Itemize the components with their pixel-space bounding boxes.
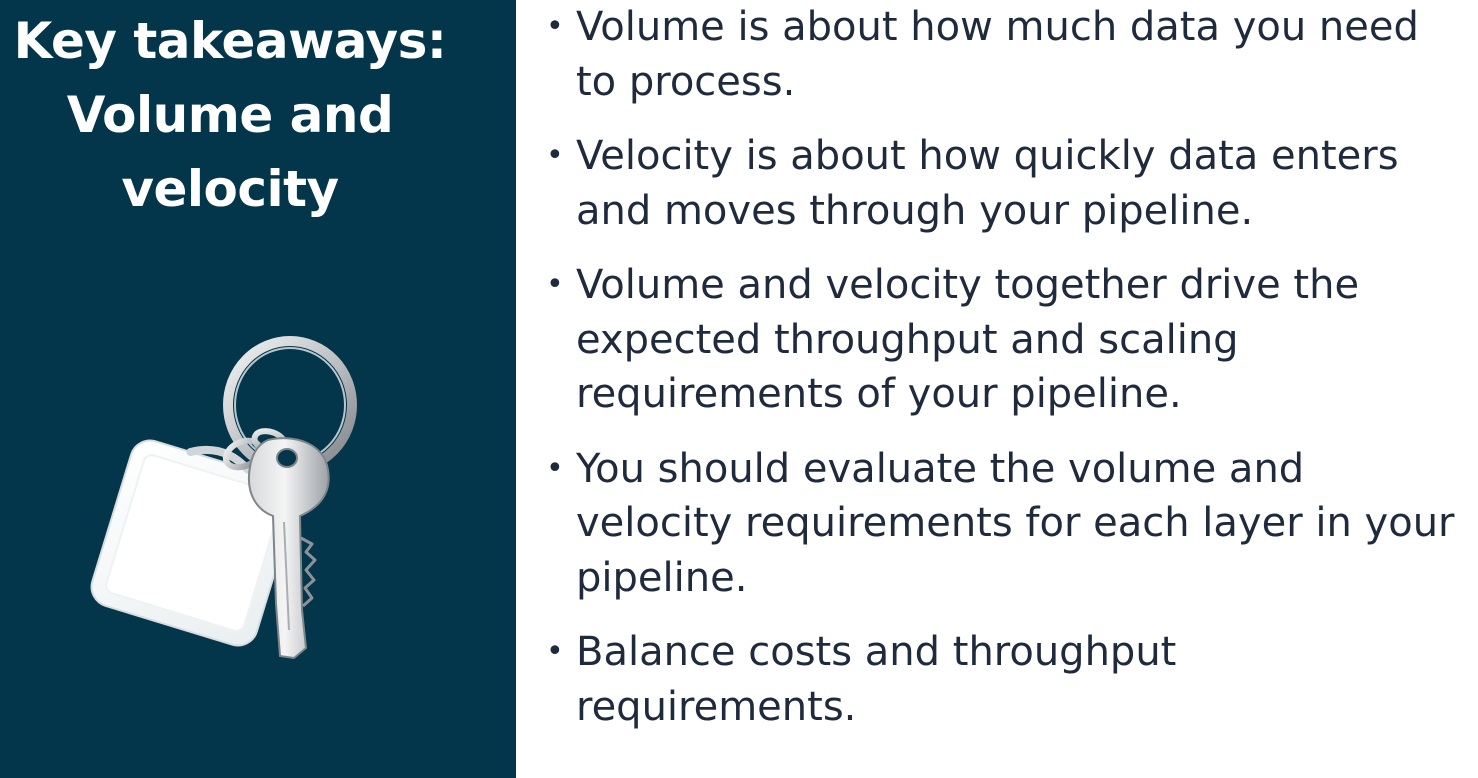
slide-title-line-3: velocity [121, 160, 339, 218]
keychain-icon [90, 336, 357, 660]
title-panel: Key takeaways: Volume and velocity [0, 0, 516, 778]
takeaway-item: You should evaluate the volume and veloc… [546, 442, 1466, 606]
takeaway-item: Balance costs and throughput requirement… [546, 625, 1466, 734]
takeaway-item: Velocity is about how quickly data enter… [546, 129, 1466, 238]
slide-title-line-1: Key takeaways: [13, 12, 447, 70]
takeaway-list: Volume is about how much data you need t… [546, 0, 1466, 734]
content-panel: Volume is about how much data you need t… [516, 0, 1478, 778]
takeaway-item: Volume is about how much data you need t… [546, 0, 1466, 109]
takeaway-item: Volume and velocity together drive the e… [546, 258, 1466, 422]
slide-title-line-2: Volume and [66, 86, 394, 144]
slide-title: Key takeaways: Volume and velocity [0, 4, 460, 226]
